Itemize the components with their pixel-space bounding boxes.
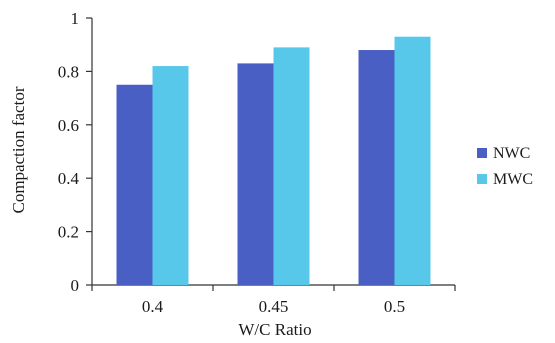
bar-nwc (116, 84, 153, 285)
x-tick-label: 0.45 (259, 297, 289, 316)
legend-label-nwc: NWC (493, 145, 530, 162)
x-tick-label: 0.5 (384, 297, 405, 316)
y-axis-title: Compaction factor (9, 86, 28, 213)
legend-label-mwc: MWC (493, 171, 533, 188)
legend-swatch-mwc (477, 174, 487, 184)
bar-nwc (358, 50, 395, 285)
y-tick-label: 0.6 (58, 116, 79, 135)
bar-mwc (394, 36, 431, 285)
bar-mwc (273, 47, 310, 286)
y-tick-label: 0.2 (58, 223, 79, 242)
x-axis-title: W/C Ratio (238, 320, 311, 339)
y-tick-label: 0.4 (58, 169, 80, 188)
y-tick-label: 1 (71, 9, 80, 28)
bar-nwc (237, 63, 274, 285)
legend-swatch-nwc (477, 148, 487, 158)
x-tick-label: 0.4 (142, 297, 164, 316)
plot-area: 0 0.2 0.4 0.6 0.8 1 0.4 0.45 0.5 (58, 9, 456, 316)
legend: NWC MWC (477, 145, 533, 188)
y-tick-label: 0.8 (58, 62, 79, 81)
y-tick-label: 0 (71, 276, 80, 295)
bar-mwc (152, 66, 189, 285)
